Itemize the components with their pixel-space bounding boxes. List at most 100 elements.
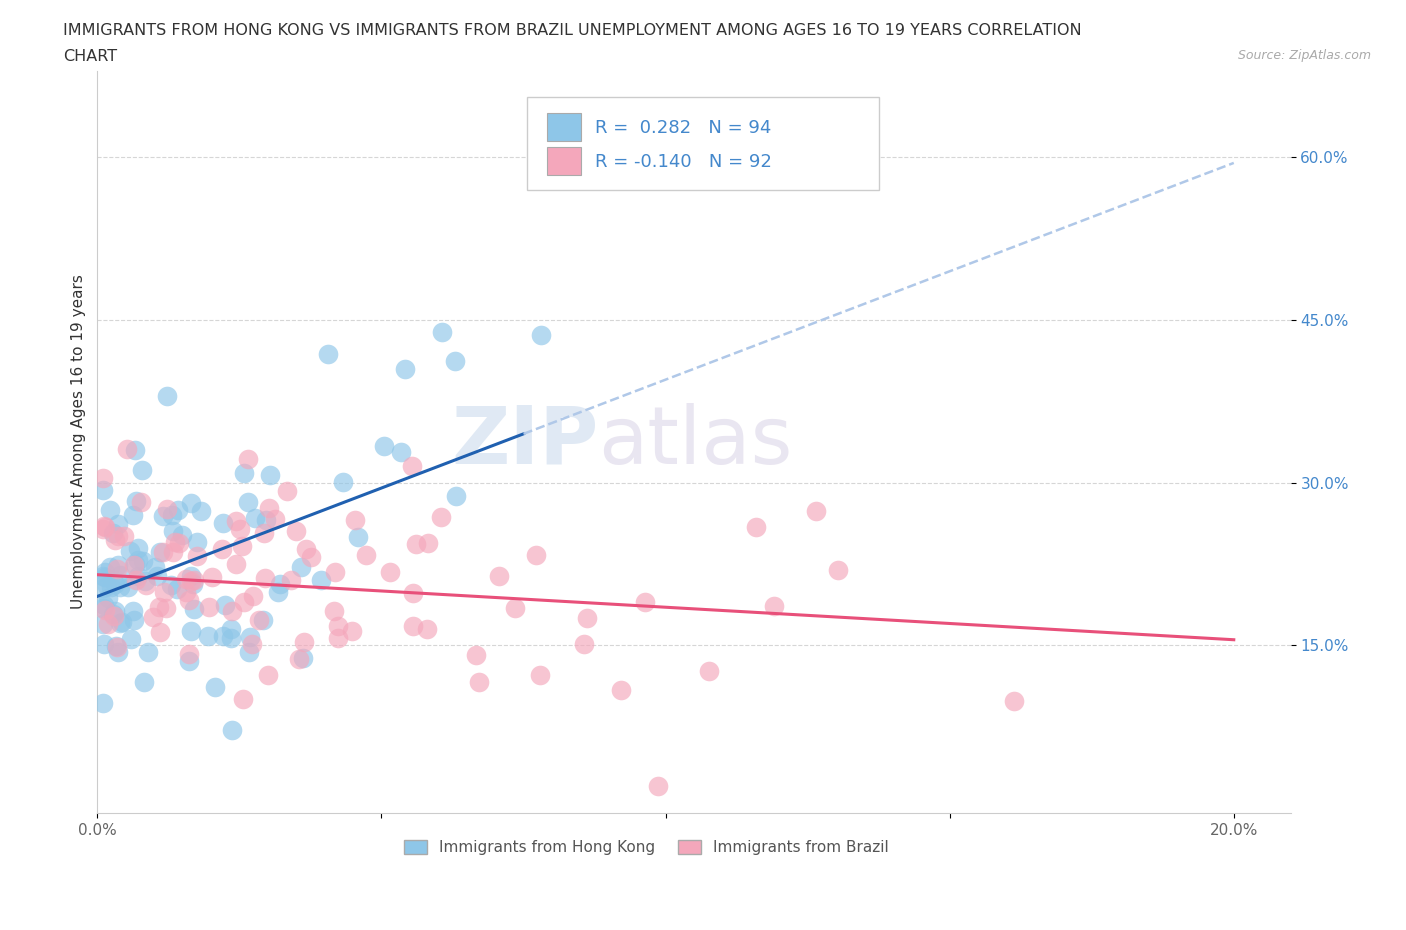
Point <box>155 601 177 616</box>
Point <box>132 674 155 689</box>
Point <box>127 552 149 567</box>
Point <box>97 617 120 631</box>
Point <box>416 536 439 551</box>
Point <box>530 327 553 342</box>
Point <box>254 512 277 527</box>
Point <box>180 568 202 583</box>
Point <box>323 604 346 618</box>
Point <box>142 609 165 624</box>
Point <box>232 465 254 480</box>
Point <box>174 571 197 586</box>
Point <box>238 644 260 659</box>
Point <box>1002 694 1025 709</box>
Point <box>124 557 146 572</box>
Point <box>135 578 157 592</box>
Point <box>124 557 146 572</box>
Point <box>253 525 276 540</box>
Point <box>93 580 115 595</box>
Point <box>762 598 785 613</box>
Point <box>91 568 114 583</box>
Point <box>179 654 201 669</box>
Point <box>328 618 350 633</box>
Point <box>152 509 174 524</box>
Point <box>290 559 312 574</box>
Point <box>105 638 128 653</box>
Point <box>131 462 153 477</box>
Point <box>127 569 149 584</box>
Point <box>179 647 201 662</box>
Point <box>529 668 551 683</box>
Point <box>129 494 152 509</box>
Point <box>284 524 307 538</box>
Point <box>332 474 354 489</box>
Point <box>288 651 311 666</box>
Point <box>145 568 167 583</box>
Point <box>402 618 425 633</box>
Point <box>401 458 423 473</box>
Point <box>117 442 139 457</box>
Text: R = -0.140   N = 92: R = -0.140 N = 92 <box>595 153 772 171</box>
Point <box>117 579 139 594</box>
Point <box>221 722 243 737</box>
Point <box>242 589 264 604</box>
Point <box>121 507 143 522</box>
Point <box>125 573 148 588</box>
Text: IMMIGRANTS FROM HONG KONG VS IMMIGRANTS FROM BRAZIL UNEMPLOYMENT AMONG AGES 16 T: IMMIGRANTS FROM HONG KONG VS IMMIGRANTS … <box>63 23 1081 38</box>
Point <box>169 536 191 551</box>
Point <box>186 535 208 550</box>
Point <box>162 524 184 538</box>
Point <box>104 533 127 548</box>
Point <box>444 489 467 504</box>
Point <box>183 572 205 587</box>
Point <box>180 496 202 511</box>
Point <box>93 598 115 613</box>
Point <box>170 527 193 542</box>
Point <box>104 604 127 618</box>
Point <box>197 600 219 615</box>
Point <box>238 495 260 510</box>
Point <box>108 616 131 631</box>
Point <box>201 569 224 584</box>
Point <box>98 560 121 575</box>
Point <box>254 570 277 585</box>
Point <box>104 577 127 591</box>
Point <box>373 438 395 453</box>
Point <box>259 468 281 483</box>
Point <box>197 629 219 644</box>
Point <box>183 602 205 617</box>
Point <box>467 674 489 689</box>
Text: atlas: atlas <box>599 403 793 481</box>
Point <box>430 509 453 524</box>
Point <box>229 522 252 537</box>
Point <box>91 696 114 711</box>
Point <box>343 513 366 528</box>
Point <box>100 502 122 517</box>
Point <box>264 512 287 526</box>
Point <box>267 585 290 600</box>
Point <box>118 543 141 558</box>
FancyBboxPatch shape <box>547 147 581 176</box>
Point <box>394 361 416 376</box>
Point <box>174 585 197 600</box>
Point <box>91 601 114 616</box>
Point <box>745 519 768 534</box>
Point <box>221 604 243 618</box>
Point <box>699 663 721 678</box>
Point <box>153 584 176 599</box>
Point <box>402 586 425 601</box>
Point <box>148 599 170 614</box>
Point <box>162 508 184 523</box>
Point <box>323 565 346 579</box>
Point <box>156 502 179 517</box>
Point <box>100 579 122 594</box>
Point <box>391 445 413 459</box>
Point <box>124 612 146 627</box>
Point <box>105 562 128 577</box>
Point <box>347 529 370 544</box>
Point <box>101 606 124 621</box>
Point <box>107 558 129 573</box>
Point <box>166 581 188 596</box>
Point <box>225 557 247 572</box>
Point <box>257 668 280 683</box>
Point <box>94 565 117 580</box>
